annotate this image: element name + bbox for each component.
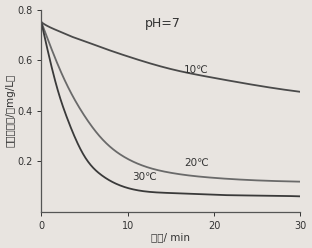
Text: 10℃: 10℃ [184, 65, 208, 75]
Text: 20℃: 20℃ [184, 158, 208, 168]
Text: 30℃: 30℃ [132, 172, 157, 182]
Y-axis label: 臭氧的浓度/（mg/L）: 臭氧的浓度/（mg/L） [6, 74, 16, 147]
X-axis label: 时间/ min: 时间/ min [151, 232, 190, 243]
Text: pH=7: pH=7 [145, 17, 181, 30]
